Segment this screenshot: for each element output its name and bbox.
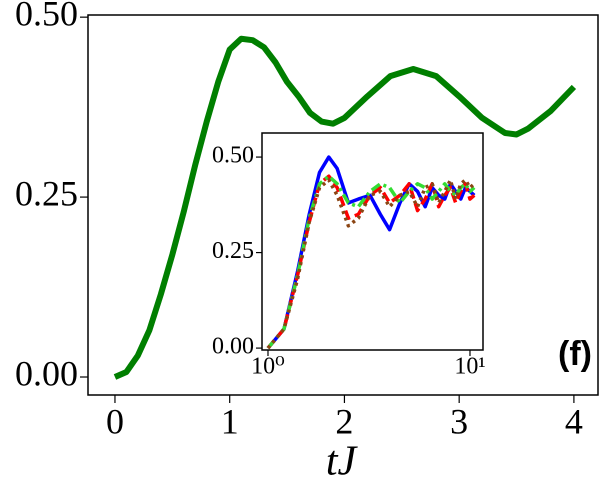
data-line [266, 178, 476, 350]
data-line [113, 35, 577, 380]
y-tick-label: 0.50 [15, 0, 78, 33]
x-tick-label: 10¹ [454, 354, 485, 380]
x-tick-label: 4 [565, 401, 583, 441]
panel-label: (f) [558, 335, 592, 373]
axes-frame [261, 132, 484, 351]
y-tick-label: 0.25 [212, 238, 254, 264]
x-tick-label: 2 [335, 401, 353, 441]
inset-background [262, 133, 483, 350]
y-tick-label: 0.00 [15, 353, 78, 393]
x-tick-label: 0 [106, 401, 124, 441]
x-tick-label: 3 [450, 401, 468, 441]
x-tick-label: 1 [221, 401, 239, 441]
axes-frame [87, 14, 599, 396]
y-tick-label: 0.00 [212, 334, 254, 360]
x-tick-label: 10⁰ [251, 354, 285, 380]
y-tick-label: 0.50 [212, 143, 254, 169]
x-axis-label: tJ [326, 439, 359, 485]
data-line [266, 155, 476, 350]
data-line [266, 174, 476, 350]
y-tick-label: 0.25 [15, 173, 78, 213]
